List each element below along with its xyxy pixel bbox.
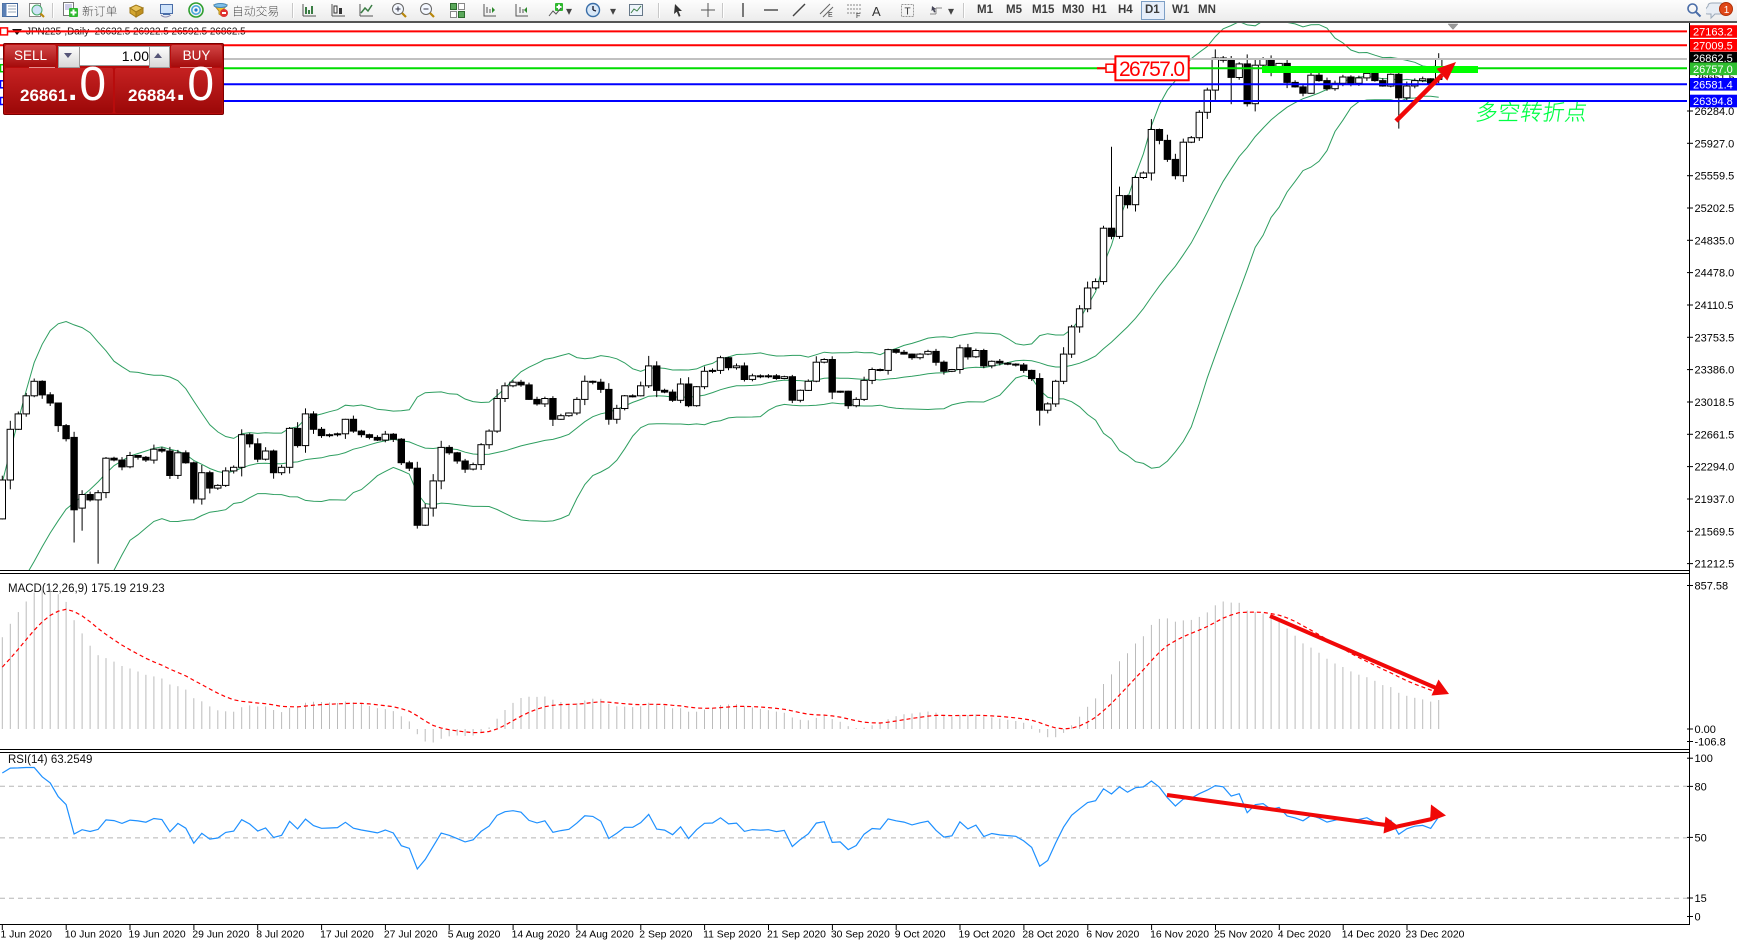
- svg-text:4 Dec 2020: 4 Dec 2020: [1278, 930, 1331, 941]
- svg-text:11 Sep 2020: 11 Sep 2020: [703, 930, 761, 941]
- svg-text:24478.0: 24478.0: [1695, 268, 1735, 280]
- svg-text:25927.0: 25927.0: [1695, 138, 1735, 150]
- svg-text:1 Jun 2020: 1 Jun 2020: [1, 930, 53, 941]
- svg-text:0.00: 0.00: [1695, 724, 1716, 736]
- svg-text:0: 0: [1695, 912, 1701, 924]
- svg-text:26284.0: 26284.0: [1695, 106, 1735, 118]
- svg-text:14 Aug 2020: 14 Aug 2020: [512, 930, 571, 941]
- svg-text:25559.5: 25559.5: [1695, 171, 1735, 183]
- svg-text:MACD(12,26,9) 175.19 219.23: MACD(12,26,9) 175.19 219.23: [8, 583, 165, 595]
- svg-text:8 Jul 2020: 8 Jul 2020: [256, 930, 304, 941]
- svg-text:21937.0: 21937.0: [1695, 494, 1735, 506]
- svg-text:5 Aug 2020: 5 Aug 2020: [448, 930, 501, 941]
- svg-text:14 Dec 2020: 14 Dec 2020: [1342, 930, 1401, 941]
- svg-text:28 Oct 2020: 28 Oct 2020: [1022, 930, 1079, 941]
- svg-text:23 Dec 2020: 23 Dec 2020: [1406, 930, 1465, 941]
- svg-text:23753.5: 23753.5: [1695, 332, 1735, 344]
- svg-text:21 Sep 2020: 21 Sep 2020: [767, 930, 826, 941]
- svg-text:100: 100: [1695, 753, 1713, 765]
- svg-text:T: T: [905, 7, 911, 18]
- svg-text:F: F: [856, 13, 860, 19]
- svg-text:24110.5: 24110.5: [1695, 300, 1734, 312]
- svg-text:22661.5: 22661.5: [1695, 429, 1735, 441]
- svg-text:50: 50: [1695, 832, 1707, 844]
- svg-text:21212.5: 21212.5: [1695, 559, 1735, 571]
- svg-text:9 Oct 2020: 9 Oct 2020: [895, 930, 946, 941]
- svg-text:25 Nov 2020: 25 Nov 2020: [1214, 930, 1273, 941]
- svg-text:15: 15: [1695, 893, 1707, 905]
- svg-text:29 Jun 2020: 29 Jun 2020: [192, 930, 249, 941]
- svg-text:19 Jun 2020: 19 Jun 2020: [129, 930, 186, 941]
- svg-text:21569.5: 21569.5: [1695, 526, 1735, 538]
- svg-text:16 Nov 2020: 16 Nov 2020: [1150, 930, 1209, 941]
- svg-text:E: E: [828, 12, 833, 19]
- svg-text:26394.8: 26394.8: [1693, 96, 1733, 108]
- svg-text:26757.0: 26757.0: [1119, 58, 1185, 81]
- svg-text:10 Jun 2020: 10 Jun 2020: [65, 930, 122, 941]
- svg-text:RSI(14) 63.2549: RSI(14) 63.2549: [8, 754, 92, 766]
- svg-text:23386.0: 23386.0: [1695, 365, 1735, 377]
- svg-text:23018.5: 23018.5: [1695, 397, 1735, 409]
- svg-text:27009.5: 27009.5: [1693, 40, 1733, 52]
- svg-text:26862.5: 26862.5: [1693, 53, 1733, 65]
- svg-text:25202.5: 25202.5: [1695, 203, 1735, 215]
- svg-text:-106.8: -106.8: [1695, 737, 1726, 749]
- svg-text:19 Oct 2020: 19 Oct 2020: [959, 930, 1016, 941]
- svg-text:24 Aug 2020: 24 Aug 2020: [575, 930, 634, 941]
- svg-text:27163.2: 27163.2: [1693, 27, 1733, 39]
- svg-text:857.58: 857.58: [1695, 581, 1729, 593]
- svg-text:6 Nov 2020: 6 Nov 2020: [1086, 930, 1139, 941]
- svg-text:24835.0: 24835.0: [1695, 235, 1735, 247]
- svg-text:26757.0: 26757.0: [1693, 64, 1733, 76]
- svg-text:80: 80: [1695, 781, 1707, 793]
- svg-text:26581.4: 26581.4: [1693, 79, 1733, 91]
- svg-text:27 Jul 2020: 27 Jul 2020: [384, 930, 438, 941]
- svg-text:2 Sep 2020: 2 Sep 2020: [639, 930, 692, 941]
- svg-text:1: 1: [1724, 5, 1730, 16]
- svg-text:17 Jul 2020: 17 Jul 2020: [320, 930, 374, 941]
- svg-text:30 Sep 2020: 30 Sep 2020: [831, 930, 890, 941]
- svg-text:22294.0: 22294.0: [1695, 462, 1735, 474]
